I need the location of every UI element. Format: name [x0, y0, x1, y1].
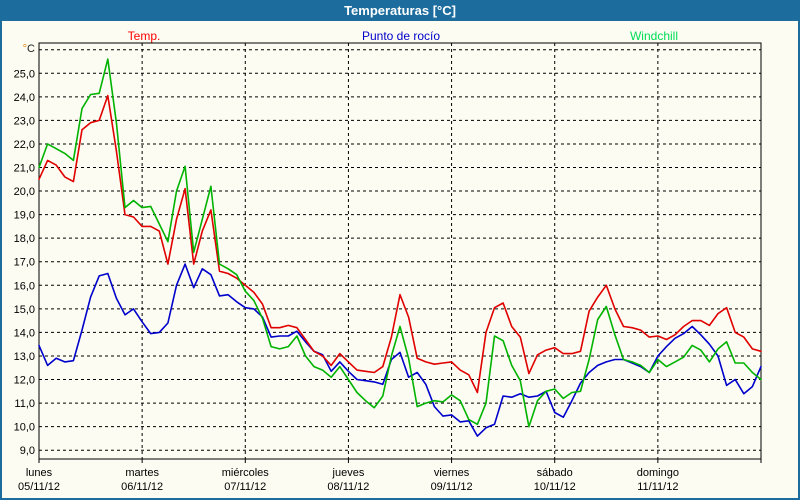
y-tick-label: 17,0	[14, 257, 35, 269]
chart-panel: Temp. Punto de rocío Windchill 25,024,02…	[2, 21, 798, 498]
y-tick-label: 11,0	[14, 398, 35, 410]
y-tick-label: 10,0	[14, 422, 35, 434]
x-day-date: 06/11/12	[121, 481, 163, 493]
plot-border	[39, 43, 761, 459]
chart-axes: 25,0 24,0 23,0 22,0 21,0 20,0 19,0 18,0 17,0 16,0…	[14, 43, 761, 493]
y-tick-label: 16,0	[14, 280, 35, 292]
x-day-date: 09/11/12	[431, 481, 473, 493]
x-day-name: domingo	[637, 467, 679, 479]
x-day-date: 11/11/12	[637, 481, 678, 493]
legend-temp-label: Temp.	[128, 29, 161, 43]
y-tick-label: 24,0	[14, 92, 35, 104]
y-tick-label: 12,0	[14, 375, 35, 387]
y-tick-label: 9,0	[20, 445, 35, 457]
x-day-name: viernes	[434, 467, 470, 479]
series-windchill-line	[39, 59, 761, 427]
y-axis-unit-label: °C	[23, 43, 35, 55]
y-tick-label: 15,0	[14, 304, 35, 316]
x-day-name: martes	[125, 467, 159, 479]
y-tick-label: 13,0	[14, 351, 35, 363]
legend-windchill-label: Windchill	[630, 29, 678, 43]
y-tick-label: 23,0	[14, 115, 35, 127]
title-bar: Temperaturas [°C]	[0, 0, 800, 21]
y-tick-label: 25,0	[14, 68, 35, 80]
y-tick-label: 19,0	[14, 210, 35, 222]
y-tick-label: 18,0	[14, 233, 35, 245]
x-day-date: 08/11/12	[327, 481, 369, 493]
window-title: Temperaturas [°C]	[344, 3, 456, 18]
x-day-date: 07/11/12	[224, 481, 266, 493]
y-tick-label: 20,0	[14, 186, 35, 198]
app-window: Temperaturas [°C] Temp. Punto de rocío W…	[0, 0, 800, 500]
chart-legend: Temp. Punto de rocío Windchill	[128, 29, 678, 43]
x-day-name: miércoles	[222, 467, 270, 479]
x-day-name: lunes	[26, 467, 53, 479]
series-temp-line	[39, 96, 761, 393]
y-tick-label: 21,0	[14, 163, 35, 175]
x-day-name: jueves	[332, 467, 365, 479]
y-tick-label: 22,0	[14, 139, 35, 151]
series-dewpoint-line	[39, 264, 761, 436]
x-day-date: 10/11/12	[534, 481, 576, 493]
legend-dewpoint-label: Punto de rocío	[362, 29, 440, 43]
x-day-name: sábado	[537, 467, 573, 479]
temperature-chart: Temp. Punto de rocío Windchill 25,024,02…	[2, 21, 798, 498]
x-day-date: 05/11/12	[18, 481, 60, 493]
y-tick-label: 14,0	[14, 327, 35, 339]
